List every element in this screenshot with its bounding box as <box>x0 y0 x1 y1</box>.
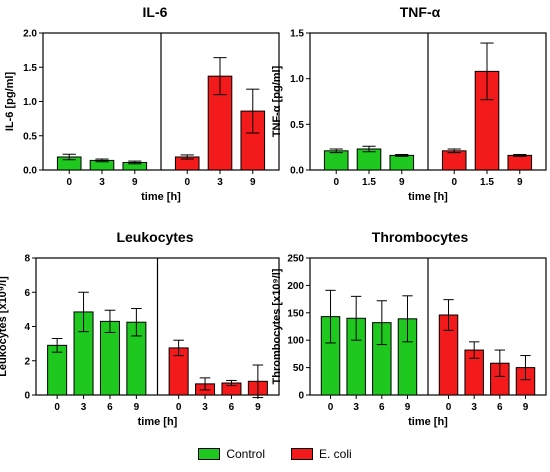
y-tick-label: 0.5 <box>23 131 37 142</box>
y-tick-label: 0.0 <box>290 166 304 177</box>
y-tick-label: 0.5 <box>290 120 304 131</box>
bar <box>389 154 415 171</box>
y-tick-label: 8 <box>24 254 30 265</box>
legend-swatch-control <box>198 448 221 460</box>
y-tick-label: 200 <box>287 281 304 292</box>
x-tick-label: 1.5 <box>480 177 494 188</box>
x-tick-label: 9 <box>250 177 256 188</box>
legend-item-ecoli: E. coli <box>291 447 352 461</box>
chart-title: IL-6 <box>143 4 168 20</box>
x-tick-label: 1.5 <box>362 177 376 188</box>
x-tick-label: 0 <box>176 402 182 413</box>
bar <box>507 154 533 171</box>
y-tick-label: 100 <box>287 336 304 347</box>
x-tick-label: 9 <box>132 177 138 188</box>
legend: Control E. coli <box>0 444 550 464</box>
legend-label-control: Control <box>226 447 265 461</box>
x-tick-label: 3 <box>81 402 87 413</box>
chart-title: Leukocytes <box>116 229 193 245</box>
x-tick-label: 9 <box>523 402 529 413</box>
y-tick-label: 4 <box>24 322 30 333</box>
x-tick-label: 0 <box>328 402 334 413</box>
y-axis-label: IL-6 [pg/ml] <box>4 72 16 132</box>
y-tick-label: 1.0 <box>290 74 304 85</box>
y-tick-label: 0.0 <box>23 166 37 177</box>
x-tick-label: 9 <box>405 402 411 413</box>
y-tick-label: 6 <box>24 288 30 299</box>
x-tick-label: 3 <box>353 402 359 413</box>
x-axis-label: time [h] <box>141 191 181 203</box>
x-tick-label: 9 <box>255 402 261 413</box>
x-tick-label: 9 <box>517 177 523 188</box>
y-tick-label: 1.5 <box>23 63 37 74</box>
x-tick-label: 3 <box>217 177 223 188</box>
x-tick-label: 0 <box>54 402 60 413</box>
y-tick-label: 2 <box>24 356 30 367</box>
y-tick-label: 0 <box>298 391 304 402</box>
chart-title: TNF-α <box>400 4 441 20</box>
x-tick-label: 6 <box>107 402 113 413</box>
y-axis-label: Leukocytes [x10⁹/l] <box>0 276 9 377</box>
x-tick-label: 3 <box>202 402 208 413</box>
x-tick-label: 9 <box>134 402 140 413</box>
y-tick-label: 250 <box>287 254 304 265</box>
y-tick-label: 0 <box>24 391 30 402</box>
x-axis-label: time [h] <box>408 191 448 203</box>
bar <box>47 344 68 396</box>
x-tick-label: 6 <box>497 402 503 413</box>
legend-item-control: Control <box>198 447 265 461</box>
chart-title: Thrombocytes <box>372 229 469 245</box>
bar <box>441 150 467 171</box>
y-axis-label: TNF-α [pg/ml] <box>271 65 283 137</box>
y-tick-label: 1.0 <box>23 97 37 108</box>
x-tick-label: 6 <box>229 402 235 413</box>
x-tick-label: 0 <box>451 177 457 188</box>
x-axis-label: time [h] <box>408 416 448 428</box>
x-tick-label: 3 <box>99 177 105 188</box>
x-axis-label: time [h] <box>138 416 178 428</box>
x-tick-label: 9 <box>399 177 405 188</box>
x-tick-label: 6 <box>379 402 385 413</box>
x-tick-label: 0 <box>66 177 72 188</box>
x-tick-label: 3 <box>471 402 477 413</box>
y-axis-label: Thrombocytes [x10⁹/l] <box>271 268 283 384</box>
legend-swatch-ecoli <box>291 448 313 460</box>
legend-label-ecoli: E. coli <box>319 447 352 461</box>
y-tick-label: 1.5 <box>290 29 304 40</box>
y-tick-label: 150 <box>287 308 304 319</box>
bar <box>323 150 349 171</box>
x-tick-label: 0 <box>333 177 339 188</box>
x-tick-label: 0 <box>446 402 452 413</box>
y-tick-label: 50 <box>293 363 305 374</box>
x-tick-label: 0 <box>184 177 190 188</box>
y-tick-label: 2.0 <box>23 29 37 40</box>
